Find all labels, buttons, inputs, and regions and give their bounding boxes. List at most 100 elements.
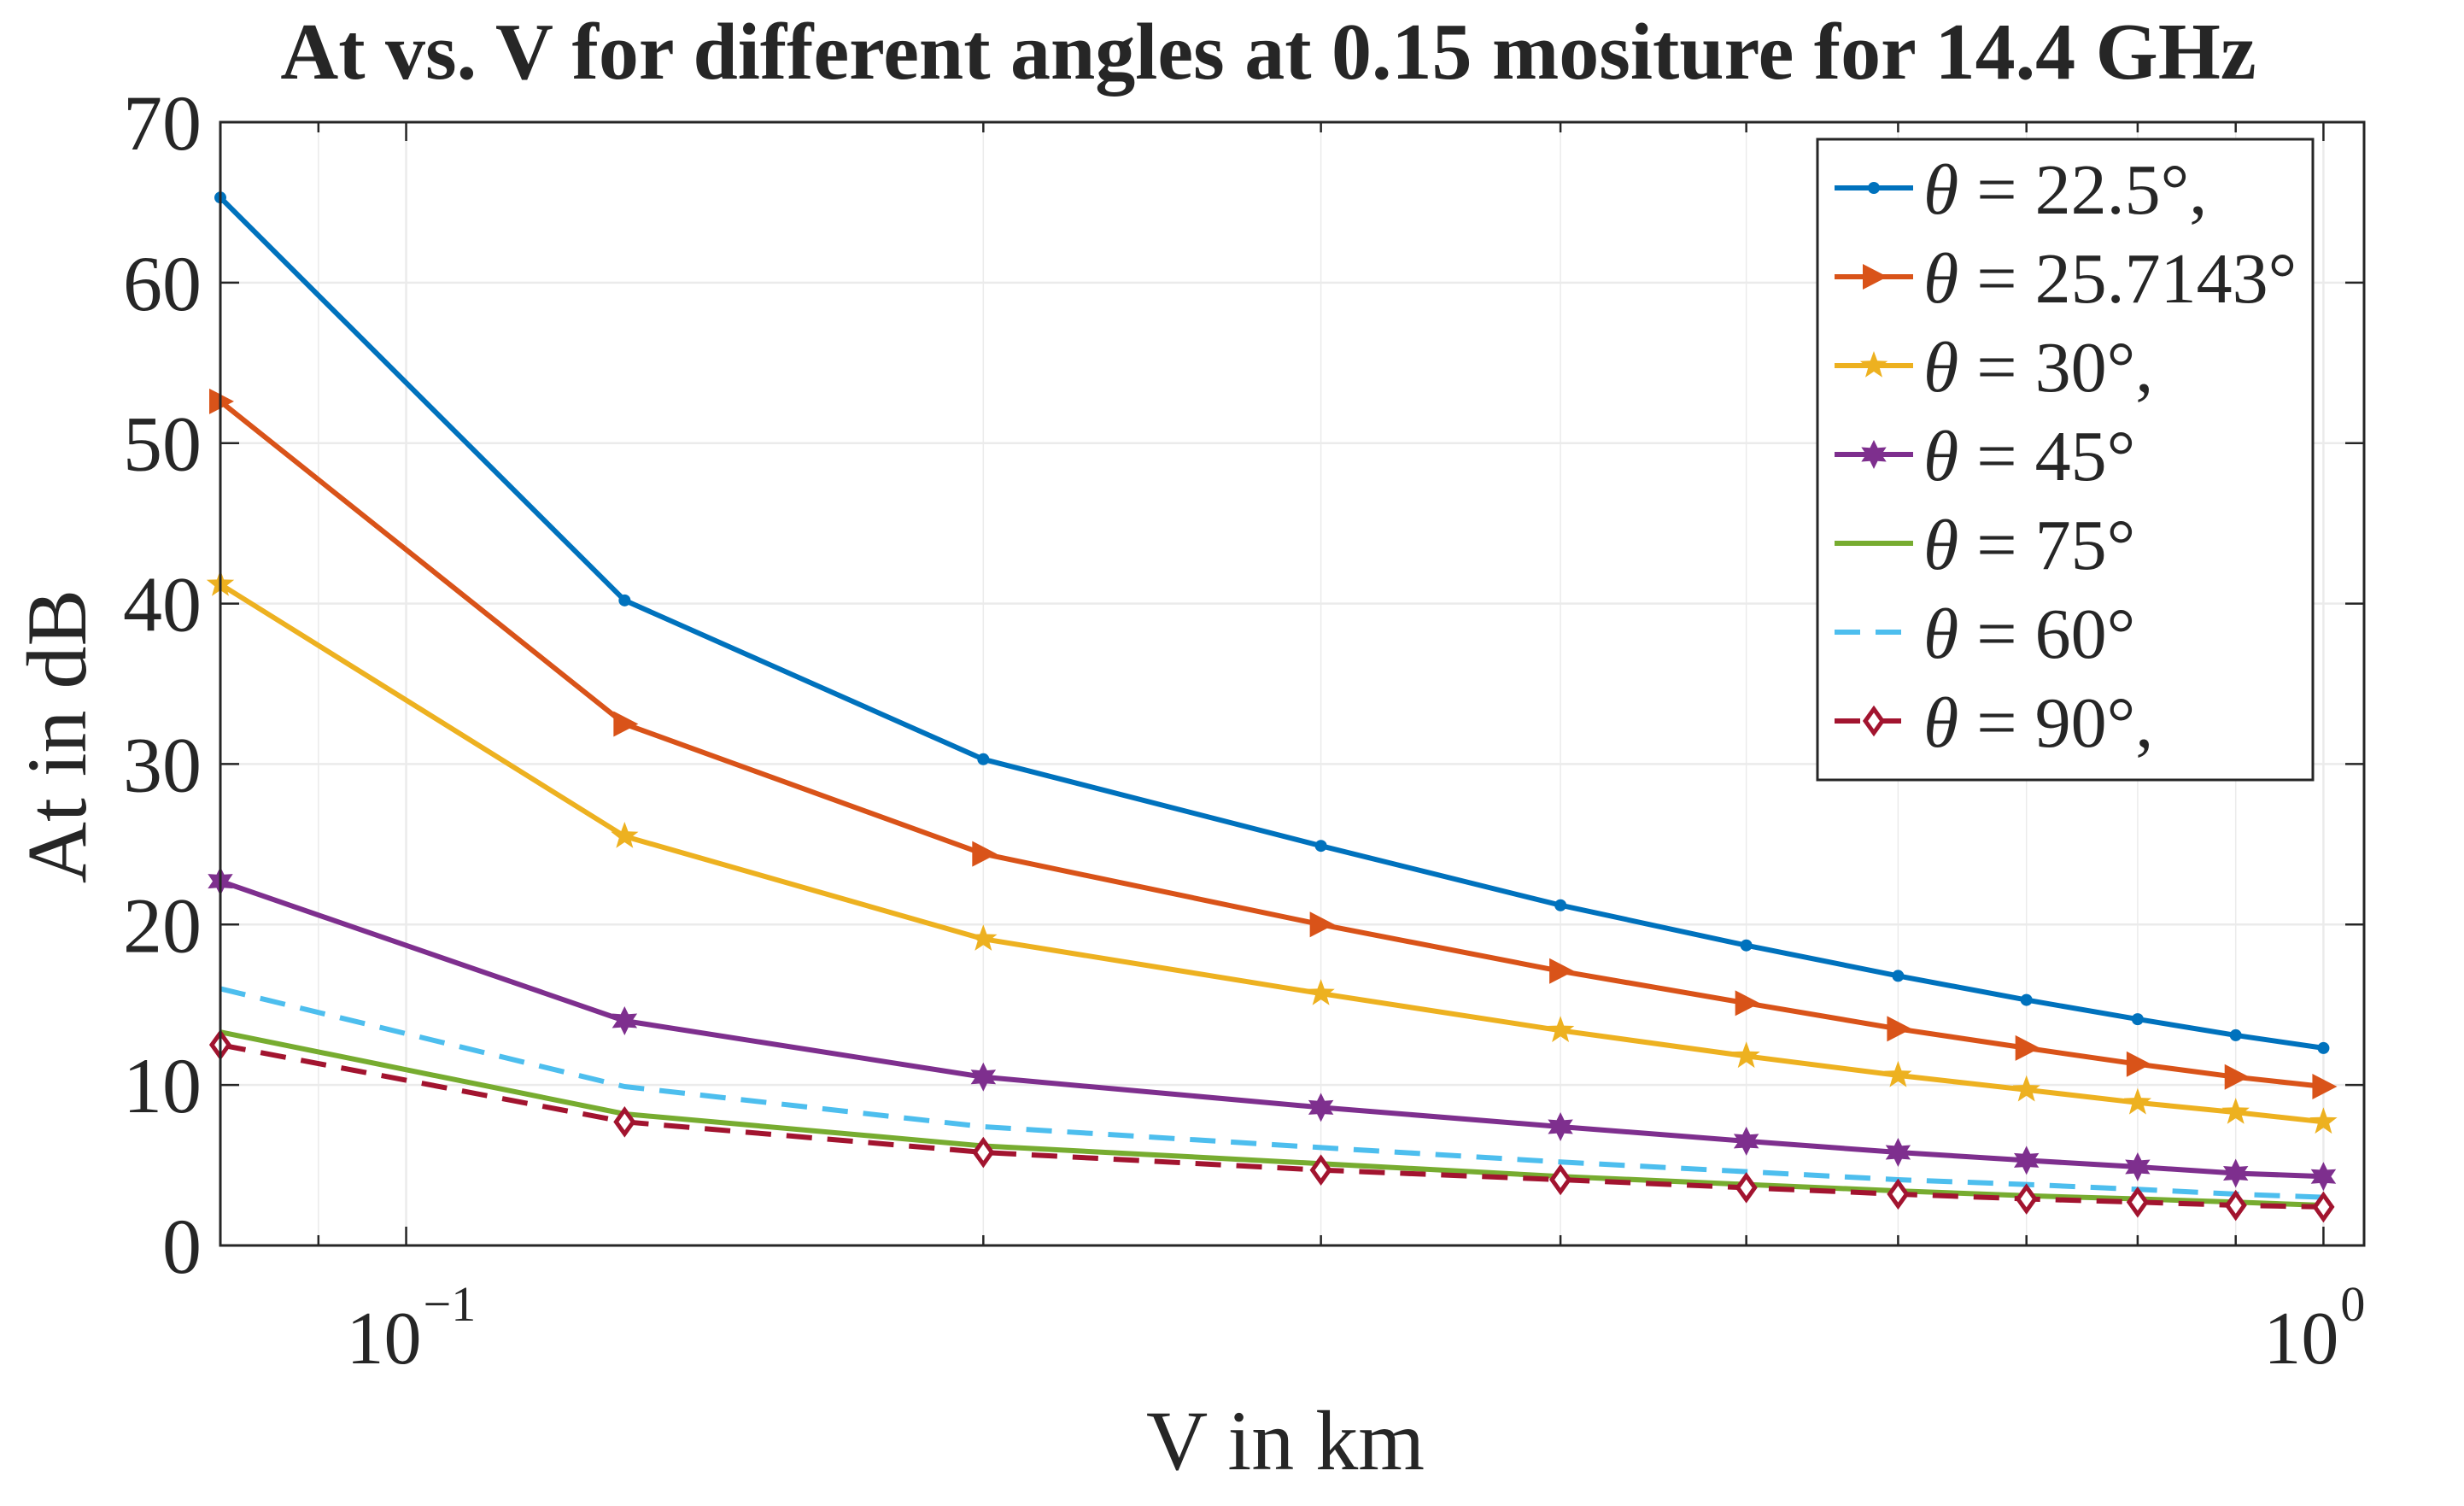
legend-entry: θ = 75° bbox=[1835, 506, 2135, 585]
data-point-marker bbox=[2309, 1107, 2338, 1134]
data-point-marker bbox=[2125, 1152, 2151, 1181]
y-tick-label: 70 bbox=[123, 79, 202, 167]
data-point-marker bbox=[1733, 1126, 1759, 1156]
legend-theta: θ bbox=[1923, 417, 1958, 496]
data-point-marker bbox=[2015, 1183, 2038, 1215]
data-point-marker bbox=[1884, 1060, 1912, 1087]
data-point-marker bbox=[1309, 1154, 1332, 1187]
legend-value: = 90°, bbox=[1958, 683, 2153, 763]
legend-label: θ = 90°, bbox=[1923, 683, 2153, 763]
chart-title: At vs. V for different angles at 0.15 mo… bbox=[280, 8, 2256, 97]
legend-value: = 30°, bbox=[1958, 328, 2153, 407]
data-point-marker bbox=[1861, 440, 1887, 469]
legend-box bbox=[1816, 138, 2315, 782]
legend-value: = 75° bbox=[1958, 506, 2135, 585]
data-point-marker bbox=[2126, 1051, 2151, 1077]
data-point-marker bbox=[2310, 1162, 2337, 1192]
series-line bbox=[219, 986, 2324, 1200]
legend-theta: θ bbox=[1923, 683, 1958, 763]
legend-entry: θ = 30°, bbox=[1835, 328, 2153, 407]
series-45 bbox=[208, 866, 2337, 1192]
legend-entry: θ = 45° bbox=[1835, 417, 2135, 496]
data-point-marker bbox=[970, 1062, 997, 1092]
data-point-marker bbox=[2221, 1098, 2250, 1124]
legend-label: θ = 45° bbox=[1923, 417, 2135, 496]
y-tick-label: 40 bbox=[123, 561, 202, 648]
x-axis-label: V in km bbox=[1146, 1393, 1425, 1488]
data-point-marker bbox=[1887, 1016, 1912, 1042]
legend-entry: θ = 25.7143° bbox=[1835, 239, 2297, 319]
legend-theta: θ bbox=[1923, 150, 1958, 230]
data-point-marker bbox=[1549, 958, 1575, 984]
data-point-marker bbox=[2020, 993, 2033, 1006]
data-point-marker bbox=[1740, 939, 1753, 952]
data-point-marker bbox=[2312, 1074, 2338, 1100]
legend-label: θ = 60° bbox=[1923, 595, 2135, 674]
legend: θ = 22.5°,θ = 25.7143°θ = 30°,θ = 45°θ =… bbox=[1816, 138, 2315, 782]
legend-entry: θ = 22.5°, bbox=[1835, 150, 2207, 230]
data-point-marker bbox=[611, 822, 639, 848]
legend-entry: θ = 60° bbox=[1835, 595, 2135, 674]
data-point-marker bbox=[1885, 1138, 1911, 1167]
legend-value: = 60° bbox=[1958, 595, 2135, 674]
data-point-marker bbox=[972, 1136, 995, 1169]
data-point-marker bbox=[2012, 1075, 2040, 1102]
legend-value: = 22.5°, bbox=[1958, 150, 2207, 230]
data-point-marker bbox=[612, 1006, 638, 1035]
legend-value: = 25.7143° bbox=[1958, 239, 2297, 319]
data-point-marker bbox=[1309, 911, 1335, 938]
series-60 bbox=[219, 986, 2324, 1200]
data-point-marker bbox=[2126, 1186, 2149, 1218]
data-point-marker bbox=[2015, 1034, 2040, 1061]
data-point-marker bbox=[2014, 1146, 2040, 1175]
data-point-marker bbox=[2223, 1158, 2249, 1188]
data-point-marker bbox=[969, 924, 998, 951]
data-point-marker bbox=[2224, 1064, 2250, 1090]
x-tick-label-exponent: 0 bbox=[2340, 1276, 2365, 1332]
data-point-marker bbox=[618, 594, 631, 607]
legend-theta: θ bbox=[1923, 506, 1958, 585]
y-tick-label: 0 bbox=[162, 1203, 202, 1290]
data-point-marker bbox=[613, 711, 639, 737]
legend-theta: θ bbox=[1923, 328, 1958, 407]
data-point-marker bbox=[1859, 351, 1888, 378]
legend-label: θ = 75° bbox=[1923, 506, 2135, 585]
data-point-marker bbox=[2123, 1087, 2151, 1115]
y-tick-label: 10 bbox=[123, 1042, 202, 1129]
legend-label: θ = 22.5°, bbox=[1923, 150, 2207, 230]
y-tick-label: 30 bbox=[123, 721, 202, 808]
legend-label: θ = 25.7143° bbox=[1923, 239, 2297, 319]
data-point-marker bbox=[1546, 1016, 1575, 1042]
data-point-marker bbox=[1554, 899, 1567, 911]
data-point-marker bbox=[2224, 1189, 2247, 1222]
data-point-marker bbox=[2312, 1191, 2335, 1223]
data-point-marker bbox=[977, 753, 990, 765]
data-point-marker bbox=[613, 1106, 636, 1138]
data-point-marker bbox=[1862, 705, 1886, 737]
y-tick-label: 50 bbox=[123, 401, 202, 488]
data-point-marker bbox=[1735, 1172, 1758, 1204]
data-point-marker bbox=[1548, 1112, 1573, 1141]
legend-entry: θ = 90°, bbox=[1835, 683, 2153, 763]
data-point-marker bbox=[1314, 840, 1327, 853]
data-point-marker bbox=[2229, 1028, 2242, 1041]
legend-value: = 45° bbox=[1958, 417, 2135, 496]
legend-theta: θ bbox=[1923, 239, 1958, 319]
x-tick-label: 10 bbox=[2263, 1298, 2338, 1380]
data-point-marker bbox=[1887, 1178, 1910, 1210]
data-point-marker bbox=[972, 841, 998, 867]
x-tick-label: 10 bbox=[347, 1298, 422, 1380]
data-point-marker bbox=[1308, 1093, 1334, 1122]
data-point-marker bbox=[2131, 1013, 2144, 1026]
series-90 bbox=[208, 1028, 2335, 1223]
data-point-marker bbox=[2317, 1041, 2330, 1054]
y-tick-label: 20 bbox=[123, 882, 202, 969]
data-point-marker bbox=[1735, 990, 1760, 1017]
data-point-marker bbox=[1549, 1163, 1572, 1196]
data-point-marker bbox=[1732, 1041, 1760, 1069]
legend-label: θ = 30°, bbox=[1923, 328, 2153, 407]
legend-theta: θ bbox=[1923, 595, 1958, 674]
axes-frame bbox=[219, 120, 2366, 1247]
